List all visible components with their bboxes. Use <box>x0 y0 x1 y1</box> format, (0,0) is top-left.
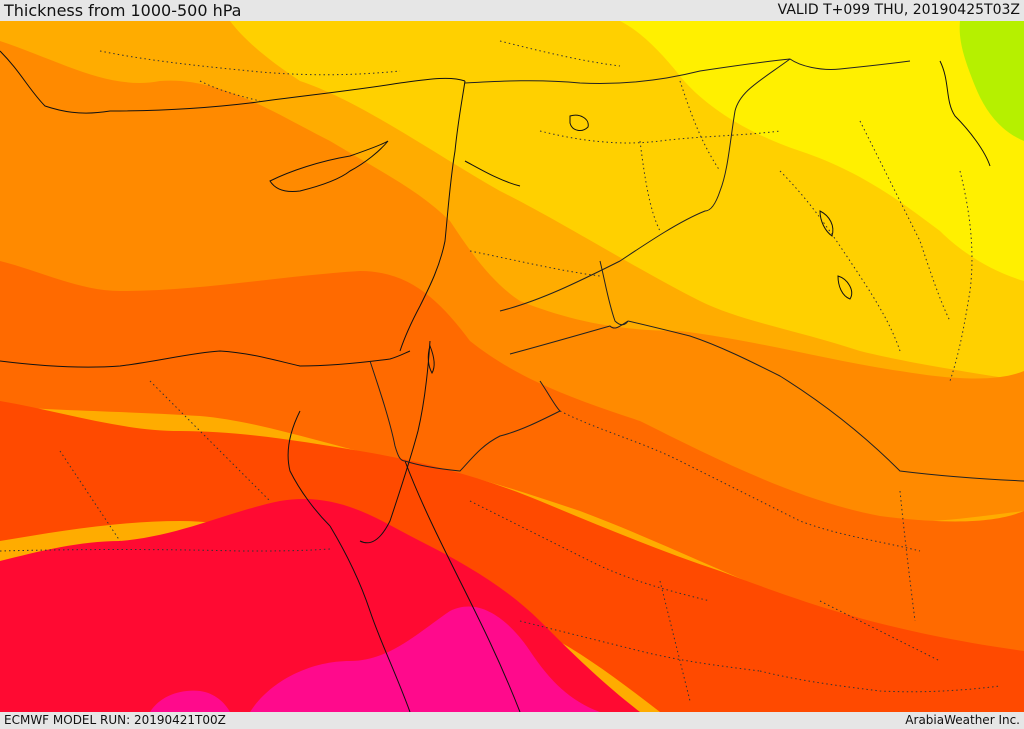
model-run: ECMWF MODEL RUN: 20190421T00Z <box>4 713 226 727</box>
band-dark-orange <box>0 261 1024 651</box>
footer-bar: ECMWF MODEL RUN: 20190421T00Z ArabiaWeat… <box>0 712 1024 729</box>
band-green <box>959 21 1024 141</box>
band-yellow <box>620 21 1024 281</box>
band-magenta-small <box>150 690 230 712</box>
band-red-orange <box>0 401 1024 712</box>
band-orange <box>0 41 1024 523</box>
credit: ArabiaWeather Inc. <box>905 713 1020 727</box>
header-bar: Thickness from 1000-500 hPa VALID T+099 … <box>0 0 1024 21</box>
borders <box>369 58 1024 482</box>
band-magenta <box>250 606 600 712</box>
map-title: Thickness from 1000-500 hPa <box>4 1 242 20</box>
internal-borders <box>0 40 1001 702</box>
valid-time: VALID T+099 THU, 20190425T03Z <box>777 2 1020 18</box>
map-canvas <box>0 21 1024 712</box>
weather-map[interactable] <box>0 21 1024 712</box>
coastlines <box>0 50 991 712</box>
